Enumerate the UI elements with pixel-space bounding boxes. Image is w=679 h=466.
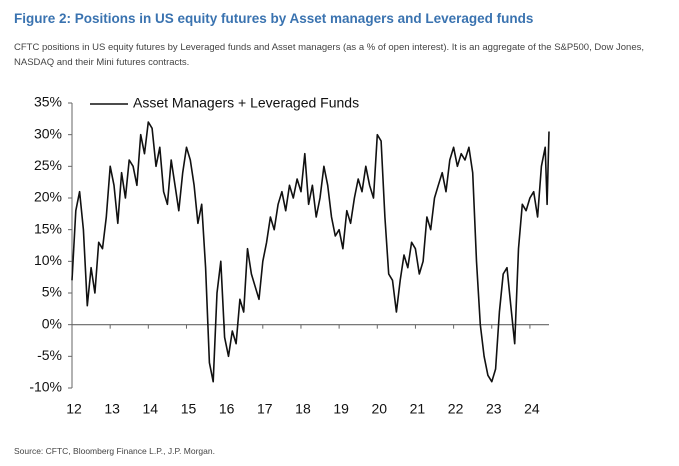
x-tick-label: 14 bbox=[143, 401, 159, 417]
x-tick-label: 17 bbox=[257, 401, 273, 417]
y-tick-label: 20% bbox=[34, 189, 62, 205]
x-tick-label: 20 bbox=[371, 401, 387, 417]
legend-label: Asset Managers + Leveraged Funds bbox=[133, 95, 359, 111]
x-tick-label: 12 bbox=[66, 401, 82, 417]
chart: -10% -5% 0% 5% 10% 15% 20% 25% 30% 35% 12 13 14 15 16 1… bbox=[29, 94, 550, 417]
x-tick-label: 22 bbox=[448, 401, 464, 417]
y-tick-label: -10% bbox=[29, 379, 62, 395]
chart-subtitle: CFTC positions in US equity futures by L… bbox=[14, 42, 644, 68]
x-tick-label: 16 bbox=[219, 401, 235, 417]
data-line bbox=[71, 121, 550, 383]
x-tick-label: 21 bbox=[410, 401, 426, 417]
y-tick-label: 10% bbox=[34, 252, 62, 268]
x-tick-label: 23 bbox=[486, 401, 502, 417]
y-tick-label: -5% bbox=[37, 347, 62, 363]
y-tick-label: 35% bbox=[34, 94, 62, 110]
y-tick-label: 0% bbox=[42, 315, 62, 331]
chart-title: Figure 2: Positions in US equity futures… bbox=[14, 11, 534, 26]
source-note: Source: CFTC, Bloomberg Finance L.P., J.… bbox=[14, 446, 215, 456]
x-tick-label: 19 bbox=[333, 401, 349, 417]
x-tick-label: 13 bbox=[104, 401, 120, 417]
x-tick-label: 18 bbox=[295, 401, 311, 417]
x-tick-label: 24 bbox=[524, 401, 540, 417]
y-tick-label: 25% bbox=[34, 157, 62, 173]
x-tick-label: 15 bbox=[181, 401, 197, 417]
y-tick-label: 5% bbox=[42, 284, 62, 300]
y-tick-label: 15% bbox=[34, 220, 62, 236]
y-tick-label: 30% bbox=[34, 125, 62, 141]
